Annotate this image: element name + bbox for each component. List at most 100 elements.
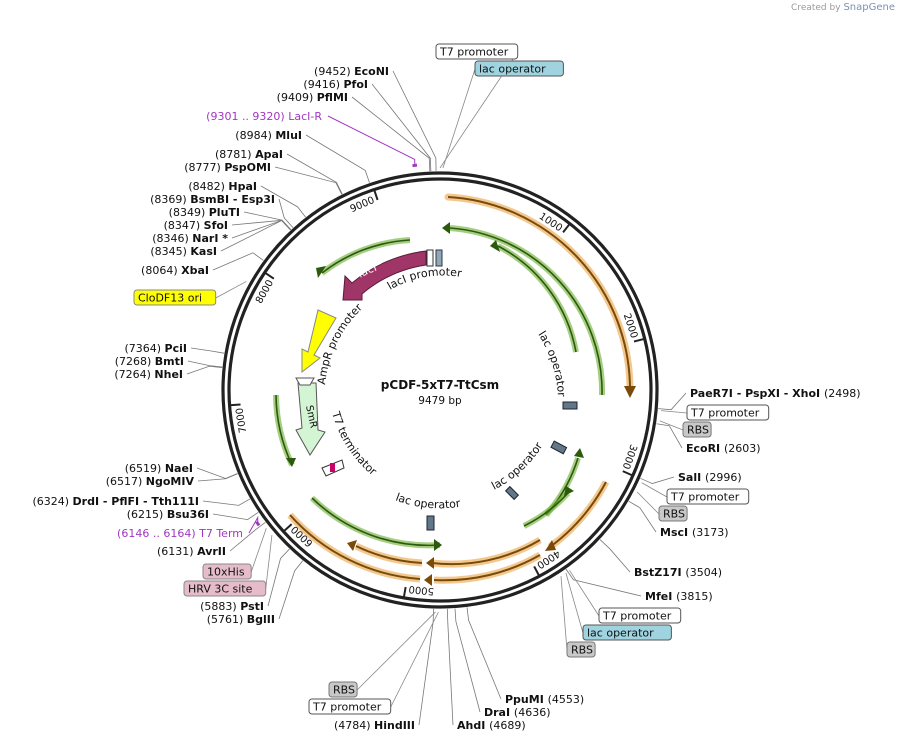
site-label-drdi-pflfi-tth111i[interactable]: (6324) DrdI - PflFI - Tth111I xyxy=(32,495,199,508)
site-drdi-pflfi-tth111i[interactable]: (6324) DrdI - PflFI - Tth111I xyxy=(32,495,199,508)
feature-lacop-top[interactable]: lac operator xyxy=(474,60,564,77)
feature-box-lacop-top[interactable] xyxy=(474,60,564,77)
primer-label-t7term[interactable]: (6146 .. 6164) T7 Term xyxy=(117,527,243,540)
site-ppumi[interactable]: PpuMI (4553) xyxy=(505,693,584,706)
feature-rbs-r1[interactable]: RBS xyxy=(682,421,712,438)
feature-t7p-top[interactable]: T7 promoter xyxy=(435,43,519,60)
feature-rbs-r3[interactable]: RBS xyxy=(566,641,596,658)
feature-box-rbs-r3[interactable] xyxy=(566,641,596,658)
site-ngomiv[interactable]: (6517) NgoMIV xyxy=(106,475,195,488)
feature-box-t7p-top[interactable] xyxy=(435,43,519,60)
feature-box-t7p-r1[interactable] xyxy=(686,404,770,421)
site-pcii[interactable]: (7364) PciI xyxy=(124,342,187,355)
feature-hrv[interactable]: HRV 3C site xyxy=(183,580,267,597)
site-label-paer7i-pspxi-xhoi[interactable]: PaeR7I - PspXI - XhoI (2498) xyxy=(690,387,861,400)
site-label-naei[interactable]: (6519) NaeI xyxy=(125,462,193,475)
site-label-kasi[interactable]: (8345) KasI xyxy=(150,245,217,258)
site-label-mfei[interactable]: MfeI (3815) xyxy=(645,590,713,603)
feature-rbs-b[interactable]: RBS xyxy=(328,681,358,698)
site-label-hpai[interactable]: (8482) HpaI xyxy=(188,180,257,193)
feature-lacop-r3[interactable]: lac operator xyxy=(582,624,672,641)
site-label-pspomi[interactable]: (8777) PspOMI xyxy=(184,161,271,174)
feature-box-t7p-r3[interactable] xyxy=(598,607,682,624)
site-bsmbi-esp3i[interactable]: (8369) BsmBI - Esp3I xyxy=(150,193,275,206)
site-label-bmti[interactable]: (7268) BmtI xyxy=(115,355,184,368)
site-mlui[interactable]: (8984) MluI xyxy=(235,129,302,142)
site-label-bglii[interactable]: (5761) BglII xyxy=(207,613,275,626)
feature-box-rbs-r2[interactable] xyxy=(658,505,688,522)
site-label-apai[interactable]: (8781) ApaI xyxy=(215,148,283,161)
feature-box-his[interactable] xyxy=(202,563,252,580)
site-label-avrii[interactable]: (6131) AvrII xyxy=(157,545,226,558)
feature-box-ori[interactable] xyxy=(133,289,217,306)
feature-box-t7p-r2[interactable] xyxy=(666,488,750,505)
site-pspomi[interactable]: (8777) PspOMI xyxy=(184,161,271,174)
site-bstz17i[interactable]: BstZ17I (3504) xyxy=(634,566,722,579)
site-hindiii[interactable]: (4784) HindIII xyxy=(334,719,415,732)
feature-box-t7p-b[interactable] xyxy=(308,698,392,715)
feature-rbs-r2[interactable]: RBS xyxy=(658,505,688,522)
site-label-econi[interactable]: (9452) EcoNI xyxy=(314,65,389,78)
feature-box-rbs-r1[interactable] xyxy=(682,421,712,438)
feature-t7p-r1[interactable]: T7 promoter xyxy=(686,404,770,421)
smr-gene-arrow[interactable] xyxy=(295,382,326,456)
site-label-mlui[interactable]: (8984) MluI xyxy=(235,129,302,142)
feature-t7p-r3[interactable]: T7 promoter xyxy=(598,607,682,624)
site-label-sali[interactable]: SalI (2996) xyxy=(678,471,742,484)
lac-operator-block-2[interactable] xyxy=(550,440,568,455)
feature-t7p-r2[interactable]: T7 promoter xyxy=(666,488,750,505)
site-pflmi[interactable]: (9409) PflMI xyxy=(277,91,348,104)
site-ecori[interactable]: EcoRI (2603) xyxy=(686,442,761,455)
site-psti[interactable]: (5883) PstI xyxy=(200,600,264,613)
primer-t7term[interactable]: (6146 .. 6164) T7 Term xyxy=(117,515,261,540)
lacI-promoter-block[interactable] xyxy=(435,249,443,267)
site-label-bsu36i[interactable]: (6215) Bsu36I xyxy=(127,508,209,521)
site-label-pflmi[interactable]: (9409) PflMI xyxy=(277,91,348,104)
site-xbai[interactable]: (8064) XbaI xyxy=(141,264,209,277)
site-avrii[interactable]: (6131) AvrII xyxy=(157,545,226,558)
site-label-bsmbi-esp3i[interactable]: (8369) BsmBI - Esp3I xyxy=(150,193,275,206)
site-kasi[interactable]: (8345) KasI xyxy=(150,245,217,258)
primer-label-laci-r[interactable]: (9301 .. 9320) LacI-R xyxy=(206,110,322,123)
site-apai[interactable]: (8781) ApaI xyxy=(215,148,283,161)
clodf13-ori-arrow[interactable] xyxy=(301,309,337,374)
feature-ori[interactable]: CloDF13 ori xyxy=(133,289,217,306)
lac-operator-block-3[interactable] xyxy=(426,515,435,531)
site-paer7i-pspxi-xhoi[interactable]: PaeR7I - PspXI - XhoI (2498) xyxy=(690,387,861,400)
site-nhei[interactable]: (7264) NheI xyxy=(114,368,183,381)
site-label-pfoi[interactable]: (9416) PfoI xyxy=(303,78,368,91)
site-label-hindiii[interactable]: (4784) HindIII xyxy=(334,719,415,732)
site-sali[interactable]: SalI (2996) xyxy=(678,471,742,484)
site-label-msci[interactable]: MscI (3173) xyxy=(660,526,729,539)
site-sfoi[interactable]: (8347) SfoI xyxy=(164,219,228,232)
site-label-nhei[interactable]: (7264) NheI xyxy=(114,368,183,381)
site-pluti[interactable]: (8349) PluTI xyxy=(169,206,240,219)
primer-laci-r[interactable]: (9301 .. 9320) LacI-R xyxy=(206,110,418,168)
site-drai[interactable]: DraI (4636) xyxy=(484,706,550,719)
feature-t7p-b[interactable]: T7 promoter xyxy=(308,698,392,715)
lacI-gene-arrow[interactable] xyxy=(342,250,427,301)
lac-operator-block-1[interactable] xyxy=(562,401,578,410)
site-label-ahdi[interactable]: AhdI (4689) xyxy=(457,719,526,732)
site-label-ngomiv[interactable]: (6517) NgoMIV xyxy=(106,475,195,488)
site-bglii[interactable]: (5761) BglII xyxy=(207,613,275,626)
feature-box-lacop-r3[interactable] xyxy=(582,624,672,641)
site-nari[interactable]: (8346) NarI * xyxy=(152,232,228,245)
site-label-ppumi[interactable]: PpuMI (4553) xyxy=(505,693,584,706)
site-label-bstz17i[interactable]: BstZ17I (3504) xyxy=(634,566,722,579)
feature-his[interactable]: 10xHis xyxy=(202,563,252,580)
site-hpai[interactable]: (8482) HpaI xyxy=(188,180,257,193)
site-econi[interactable]: (9452) EcoNI xyxy=(314,65,389,78)
site-msci[interactable]: MscI (3173) xyxy=(660,526,729,539)
site-label-xbai[interactable]: (8064) XbaI xyxy=(141,264,209,277)
site-label-pluti[interactable]: (8349) PluTI xyxy=(169,206,240,219)
site-bmti[interactable]: (7268) BmtI xyxy=(115,355,184,368)
site-label-ecori[interactable]: EcoRI (2603) xyxy=(686,442,761,455)
site-naei[interactable]: (6519) NaeI xyxy=(125,462,193,475)
site-label-nari[interactable]: (8346) NarI * xyxy=(152,232,228,245)
site-label-drai[interactable]: DraI (4636) xyxy=(484,706,550,719)
site-label-pcii[interactable]: (7364) PciI xyxy=(124,342,187,355)
site-bsu36i[interactable]: (6215) Bsu36I xyxy=(127,508,209,521)
site-pfoi[interactable]: (9416) PfoI xyxy=(303,78,368,91)
site-label-psti[interactable]: (5883) PstI xyxy=(200,600,264,613)
